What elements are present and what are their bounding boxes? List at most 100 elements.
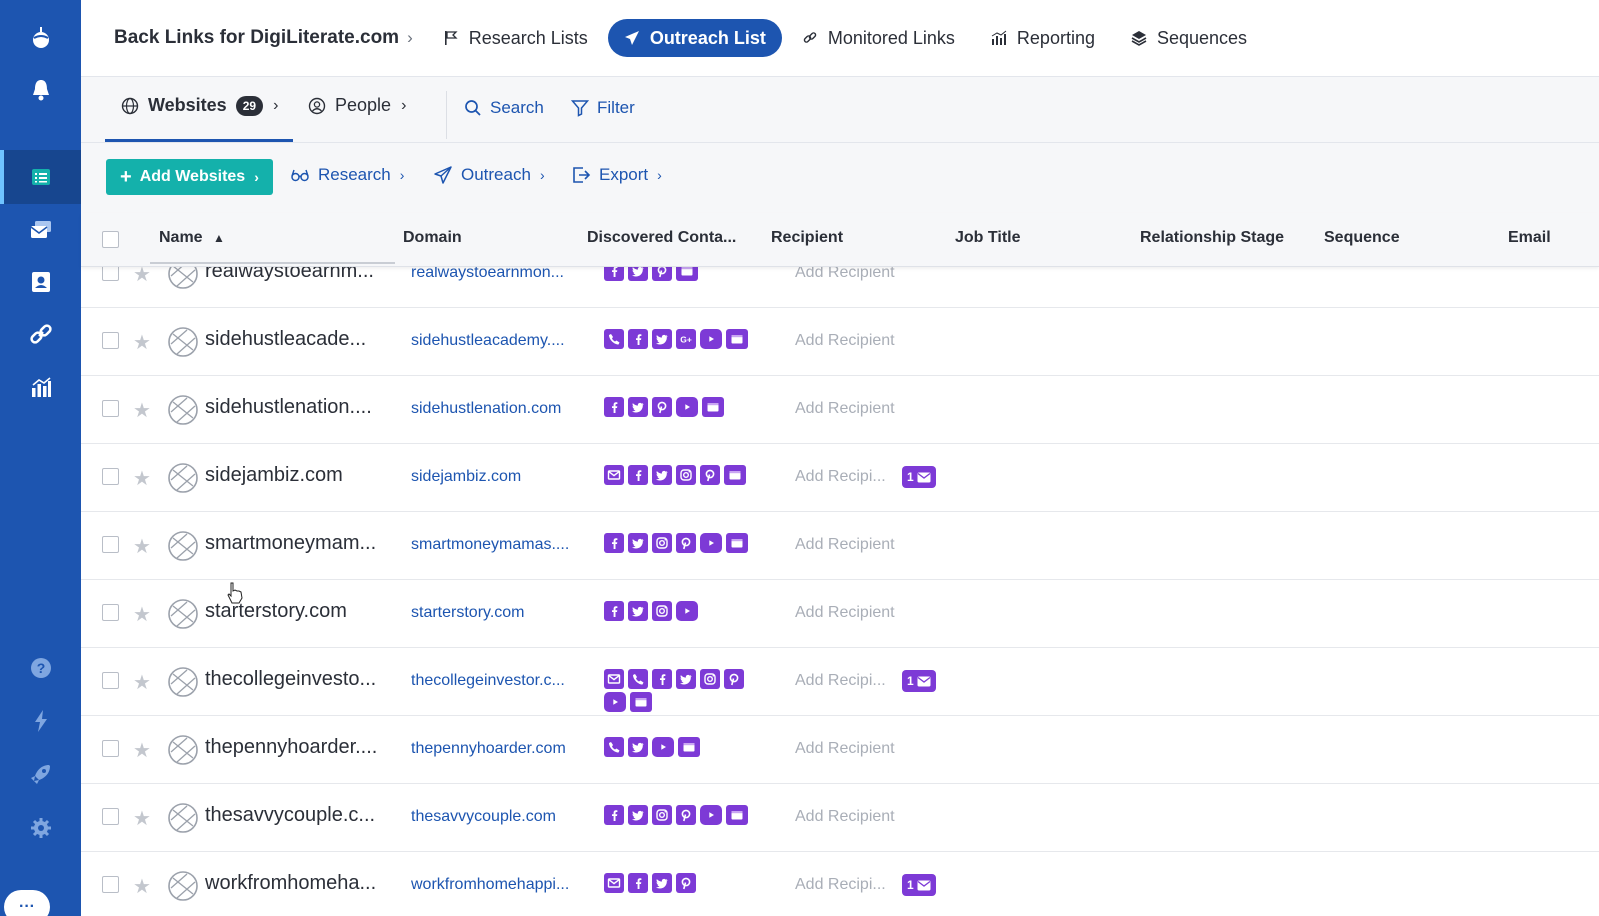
web-contact-icon[interactable] xyxy=(724,465,746,485)
website-name[interactable]: smartmoneymam... xyxy=(205,532,377,554)
phone-contact-icon[interactable] xyxy=(604,737,624,757)
row-checkbox[interactable] xyxy=(102,876,119,893)
website-domain-link[interactable]: thesavvycouple.com xyxy=(411,808,556,825)
tab-people[interactable]: People › xyxy=(308,95,406,116)
email-contact-icon[interactable] xyxy=(604,873,624,893)
tab-websites[interactable]: Websites 29 › xyxy=(121,95,278,116)
tab-monitored-links[interactable]: Monitored Links xyxy=(786,19,971,57)
table-row[interactable]: ★ sidehustleacade... sidehustleacademy....… xyxy=(81,308,1599,376)
website-name[interactable]: thecollegeinvesto... xyxy=(205,668,377,690)
table-row[interactable]: ★ smartmoneymam... smartmoneymamas.... Add … xyxy=(81,512,1599,580)
web-contact-icon[interactable] xyxy=(702,397,724,417)
column-header-contacts[interactable]: Discovered Conta... xyxy=(587,229,737,246)
star-icon[interactable]: ★ xyxy=(133,808,151,830)
web-contact-icon[interactable] xyxy=(726,533,748,553)
tab-reporting[interactable]: Reporting xyxy=(975,19,1111,57)
row-checkbox[interactable] xyxy=(102,267,119,281)
research-button[interactable]: Research › xyxy=(290,165,404,185)
row-checkbox[interactable] xyxy=(102,672,119,689)
export-button[interactable]: Export › xyxy=(571,165,662,185)
email-contact-icon[interactable] xyxy=(604,465,624,485)
website-domain-link[interactable]: sidehustlenation.com xyxy=(411,400,562,417)
star-icon[interactable]: ★ xyxy=(133,604,151,626)
star-icon[interactable]: ★ xyxy=(133,536,151,558)
rocket-icon[interactable] xyxy=(16,754,66,794)
mail-stack-icon[interactable] xyxy=(16,210,66,250)
filter-button[interactable]: Filter xyxy=(571,98,635,118)
website-name[interactable]: thesavvycouple.c... xyxy=(205,804,376,826)
facebook-contact-icon[interactable] xyxy=(604,805,624,825)
facebook-contact-icon[interactable] xyxy=(628,873,648,893)
table-row[interactable]: ★ starterstory.com starterstory.com Add Rec… xyxy=(81,580,1599,648)
column-header-domain[interactable]: Domain xyxy=(403,229,462,246)
twitter-contact-icon[interactable] xyxy=(652,873,672,893)
pinterest-contact-icon[interactable] xyxy=(700,465,720,485)
phone-contact-icon[interactable] xyxy=(604,329,624,349)
facebook-contact-icon[interactable] xyxy=(604,533,624,553)
add-recipient-link[interactable]: Add Recipient xyxy=(795,267,895,281)
add-websites-button[interactable]: + Add Websites › xyxy=(106,159,273,195)
youtube-contact-icon[interactable] xyxy=(676,397,698,417)
website-name[interactable]: realwaystoearnm... xyxy=(205,267,374,282)
twitter-contact-icon[interactable] xyxy=(628,397,648,417)
column-header-job-title[interactable]: Job Title xyxy=(955,229,1021,246)
email-contact-icon[interactable] xyxy=(604,669,624,689)
youtube-contact-icon[interactable] xyxy=(700,329,722,349)
facebook-contact-icon[interactable] xyxy=(604,601,624,621)
website-name[interactable]: sidehustlenation.... xyxy=(205,396,372,418)
web-contact-icon[interactable] xyxy=(678,737,700,757)
website-name[interactable]: sidejambiz.com xyxy=(205,464,343,486)
pinterest-contact-icon[interactable] xyxy=(676,533,696,553)
twitter-contact-icon[interactable] xyxy=(628,805,648,825)
instagram-contact-icon[interactable] xyxy=(652,533,672,553)
table-row[interactable]: ★ workfromhomeha... workfromhomehappi... Ad… xyxy=(81,852,1599,916)
website-domain-link[interactable]: workfromhomehappi... xyxy=(411,876,570,893)
row-checkbox[interactable] xyxy=(102,332,119,349)
row-checkbox[interactable] xyxy=(102,740,119,757)
column-header-name[interactable]: Name ▲ xyxy=(159,229,225,247)
pinterest-contact-icon[interactable] xyxy=(676,805,696,825)
add-recipient-link[interactable]: Add Recipient xyxy=(795,332,895,349)
website-name[interactable]: thepennyhoarder.... xyxy=(205,736,378,758)
pinterest-contact-icon[interactable] xyxy=(676,873,696,893)
star-icon[interactable]: ★ xyxy=(133,876,151,898)
app-logo-icon[interactable] xyxy=(16,18,66,58)
tab-outreach-list[interactable]: Outreach List xyxy=(607,19,782,57)
website-name[interactable]: workfromhomeha... xyxy=(205,872,377,894)
youtube-contact-icon[interactable] xyxy=(676,601,698,621)
instagram-contact-icon[interactable] xyxy=(652,805,672,825)
email-count-badge[interactable]: 1 xyxy=(902,670,936,692)
youtube-contact-icon[interactable] xyxy=(652,737,674,757)
twitter-contact-icon[interactable] xyxy=(652,329,672,349)
instagram-contact-icon[interactable] xyxy=(652,601,672,621)
add-recipient-link[interactable]: Add Recipient xyxy=(795,808,895,825)
twitter-contact-icon[interactable] xyxy=(628,601,648,621)
bell-icon[interactable] xyxy=(16,70,66,110)
website-domain-link[interactable]: smartmoneymamas.... xyxy=(411,536,570,553)
add-recipient-link[interactable]: Add Recipient xyxy=(795,400,895,417)
web-contact-icon[interactable] xyxy=(630,692,652,712)
row-checkbox[interactable] xyxy=(102,536,119,553)
phone-contact-icon[interactable] xyxy=(628,669,648,689)
add-recipient-link[interactable]: Add Recipi... xyxy=(795,468,886,485)
column-header-email[interactable]: Email xyxy=(1508,229,1551,246)
twitter-contact-icon[interactable] xyxy=(628,737,648,757)
website-domain-link[interactable]: starterstory.com xyxy=(411,604,525,621)
email-count-badge[interactable]: 1 xyxy=(902,466,936,488)
facebook-contact-icon[interactable] xyxy=(652,669,672,689)
link-icon[interactable] xyxy=(16,314,66,354)
row-checkbox[interactable] xyxy=(102,808,119,825)
breadcrumb-project[interactable]: Back Links for DigiLiterate.com xyxy=(114,27,400,48)
website-domain-link[interactable]: sidejambiz.com xyxy=(411,468,522,485)
facebook-contact-icon[interactable] xyxy=(604,267,624,281)
tab-research-lists[interactable]: Research Lists xyxy=(427,19,604,57)
column-header-sequence[interactable]: Sequence xyxy=(1324,229,1400,246)
table-row[interactable]: ★ thesavvycouple.c... thesavvycouple.com Ad… xyxy=(81,784,1599,852)
table-row[interactable]: ★ realwaystoearnm... realwaystoearnmon... A… xyxy=(81,267,1599,308)
facebook-contact-icon[interactable] xyxy=(628,465,648,485)
table-row[interactable]: ★ sidehustlenation.... sidehustlenation.co… xyxy=(81,376,1599,444)
table-row[interactable]: ★ thepennyhoarder.... thepennyhoarder.com A… xyxy=(81,716,1599,784)
row-checkbox[interactable] xyxy=(102,400,119,417)
web-contact-icon[interactable] xyxy=(726,329,748,349)
website-domain-link[interactable]: realwaystoearnmon... xyxy=(411,267,564,281)
